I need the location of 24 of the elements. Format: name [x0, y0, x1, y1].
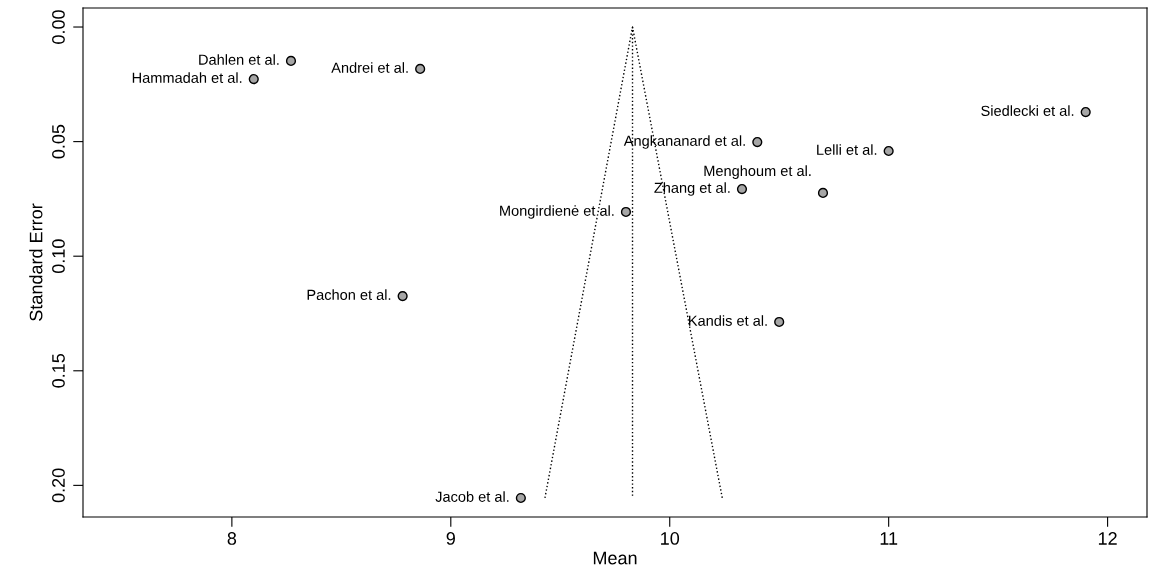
annotation: Jacob et al.	[435, 491, 509, 502]
annotation: Lelli et al.	[817, 144, 877, 155]
x-tick-label: 11	[880, 532, 898, 545]
x-tick-label: 10	[661, 532, 680, 545]
y-tick-label: 0.15	[52, 353, 65, 388]
annotation: Hammadah et al.	[132, 72, 242, 83]
y-tick-label: 0.20	[52, 468, 65, 503]
x-axis-title: Mean	[593, 551, 637, 565]
annotation: Andrei et al.	[331, 62, 408, 73]
y-tick-label: 0.10	[52, 239, 65, 274]
annotation: Siedlecki et al.	[981, 105, 1074, 116]
y-axis-title: Standard Error	[29, 203, 43, 321]
annotation: Dahlen et al.	[199, 54, 279, 65]
annotation: Menghoum et al.	[704, 165, 811, 179]
x-tick-label: 9	[446, 532, 455, 545]
y-tick-label: 0.00	[52, 10, 65, 44]
x-tick-label: 12	[1098, 532, 1117, 545]
annotation: Mongirdienė et al.	[500, 205, 614, 219]
x-tick-label: 8	[227, 532, 237, 545]
annotation: Kandis et al.	[689, 315, 767, 326]
y-tick-label: 0.05	[52, 124, 65, 159]
annotation: Zhang et al.	[654, 182, 730, 196]
annotation: Angkananard et al.	[623, 135, 745, 149]
annotation: Pachon et al.	[307, 289, 391, 300]
